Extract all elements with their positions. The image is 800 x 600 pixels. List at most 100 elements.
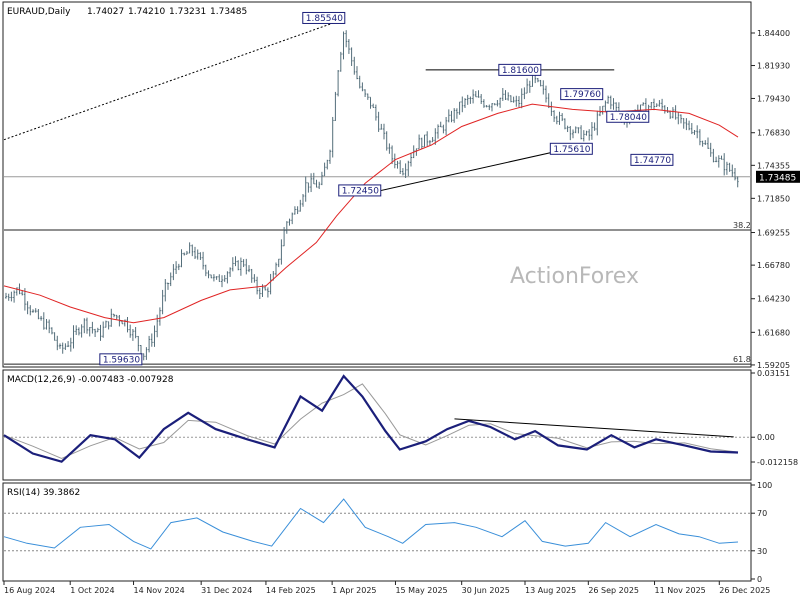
ohlc-bar <box>720 155 723 160</box>
ohlc-bar <box>642 102 645 106</box>
ohlc-bar <box>315 179 318 188</box>
ohlc-bar <box>712 148 715 163</box>
ohlc-bar <box>129 324 132 338</box>
ohlc-bar <box>685 118 688 131</box>
ohlc-bar <box>307 182 310 193</box>
ohlc-bar <box>504 90 507 100</box>
ohlc-bar <box>553 110 556 122</box>
ohlc-bar <box>661 98 664 111</box>
annotation-label: 1.75610 <box>553 145 590 155</box>
annotation-box <box>338 184 382 197</box>
ohlc-bar <box>56 335 59 351</box>
ohlc-bar <box>175 261 178 275</box>
watermark: ActionForex <box>510 264 639 289</box>
ohlc-bar <box>91 321 94 334</box>
ohlc-bar <box>329 149 331 164</box>
ohlc-bar <box>580 125 583 140</box>
ohlc-bar <box>696 125 699 139</box>
ohlc-bar <box>115 314 118 320</box>
date-tick-label: 14 Nov 2024 <box>134 586 185 595</box>
ohlc-bar <box>99 324 102 341</box>
ohlc-bar <box>515 95 518 107</box>
ohlc-bar <box>5 292 7 299</box>
ohlc-bar <box>302 193 304 207</box>
ohlc-bar <box>350 47 353 66</box>
ohlc-bar <box>204 264 207 277</box>
ohlc-bar <box>285 221 288 234</box>
ohlc-bar <box>334 91 337 121</box>
fib-38-2-line-label: 38.2 <box>733 221 751 230</box>
ohlc-bar <box>61 342 64 354</box>
ohlc-bar <box>83 318 86 334</box>
price-panel: 38.2 61.8 1.85540 1.81600 1.79760 1.78040 1.7… <box>2 1 800 370</box>
ohlc-bar <box>410 152 412 167</box>
ohlc-bar <box>466 94 469 105</box>
ohlc-bar <box>653 98 655 111</box>
ohlc-bar <box>677 112 680 125</box>
ohlc-bar <box>499 97 502 108</box>
ohlc-bar <box>280 239 283 265</box>
ohlc-bar <box>126 317 129 333</box>
rsi-tick-label: 100 <box>757 481 772 490</box>
ohlc-bar <box>223 275 226 282</box>
annotation-box <box>99 353 143 366</box>
ohlc-bar <box>199 252 202 261</box>
ohlc-bar <box>131 328 134 341</box>
ohlc-bar <box>439 121 442 128</box>
rsi-line <box>3 498 739 550</box>
ohlc-bar <box>107 321 110 330</box>
ohlc-bar <box>358 75 361 89</box>
annotation-label: 1.78040 <box>610 113 647 123</box>
ohlc-bar <box>701 140 704 147</box>
ohlc-bar <box>569 125 572 141</box>
ohlc-bar <box>693 129 696 135</box>
ohlc-bar <box>472 89 475 104</box>
ohlc-bar <box>728 162 731 172</box>
price-tick-label: 1.84400 <box>757 29 790 38</box>
ohlc-bar <box>561 113 564 122</box>
ohlc-bar <box>339 51 342 72</box>
ohlc-bar <box>320 171 323 186</box>
rsi-tick-label: 30 <box>757 547 767 556</box>
ohlc-bar <box>312 172 315 185</box>
price-tick-label: 1.61680 <box>757 328 790 337</box>
price-tick-label: 1.59205 <box>757 361 790 370</box>
ohlc-bar <box>399 160 402 174</box>
ohlc-bar <box>250 268 253 283</box>
ohlc-bar <box>18 283 21 295</box>
ohlc-low: 1.73231 <box>169 7 206 17</box>
date-tick-label: 14 Feb 2025 <box>266 586 316 595</box>
ohlc-bar <box>256 276 259 295</box>
price-tick-label: 1.74355 <box>757 161 790 170</box>
ohlc-bar <box>345 30 348 48</box>
ohlc-bar <box>234 256 237 267</box>
ohlc-bar <box>690 123 693 135</box>
date-tick-label: 11 Nov 2025 <box>655 586 706 595</box>
ohlc-bar <box>137 335 140 352</box>
ohlc-bar <box>523 87 526 100</box>
ohlc-bar <box>242 259 245 268</box>
ohlc-bar <box>688 120 691 131</box>
ohlc-bar <box>539 79 542 87</box>
ohlc-bar <box>707 137 709 149</box>
ohlc-bar <box>582 130 585 142</box>
ohlc-bar <box>518 96 520 108</box>
ohlc-bar <box>566 125 569 133</box>
ohlc-bar <box>588 129 591 141</box>
symbol-title: EURAUD,Daily <box>7 7 71 17</box>
ohlc-bar <box>536 78 539 83</box>
ohlc-bar <box>520 88 523 109</box>
ohlc-bar <box>604 100 607 112</box>
ohlc-bar <box>80 324 83 338</box>
annotation-box <box>549 142 593 155</box>
ohlc-bar <box>488 104 491 111</box>
ohlc-bar <box>404 163 407 178</box>
ohlc-bar <box>245 258 248 275</box>
ohlc-bar <box>275 262 277 276</box>
ohlc-bar <box>655 103 658 108</box>
ohlc-bar <box>7 293 10 301</box>
ohlc-bar <box>183 252 186 256</box>
ohlc-bar <box>67 341 70 348</box>
